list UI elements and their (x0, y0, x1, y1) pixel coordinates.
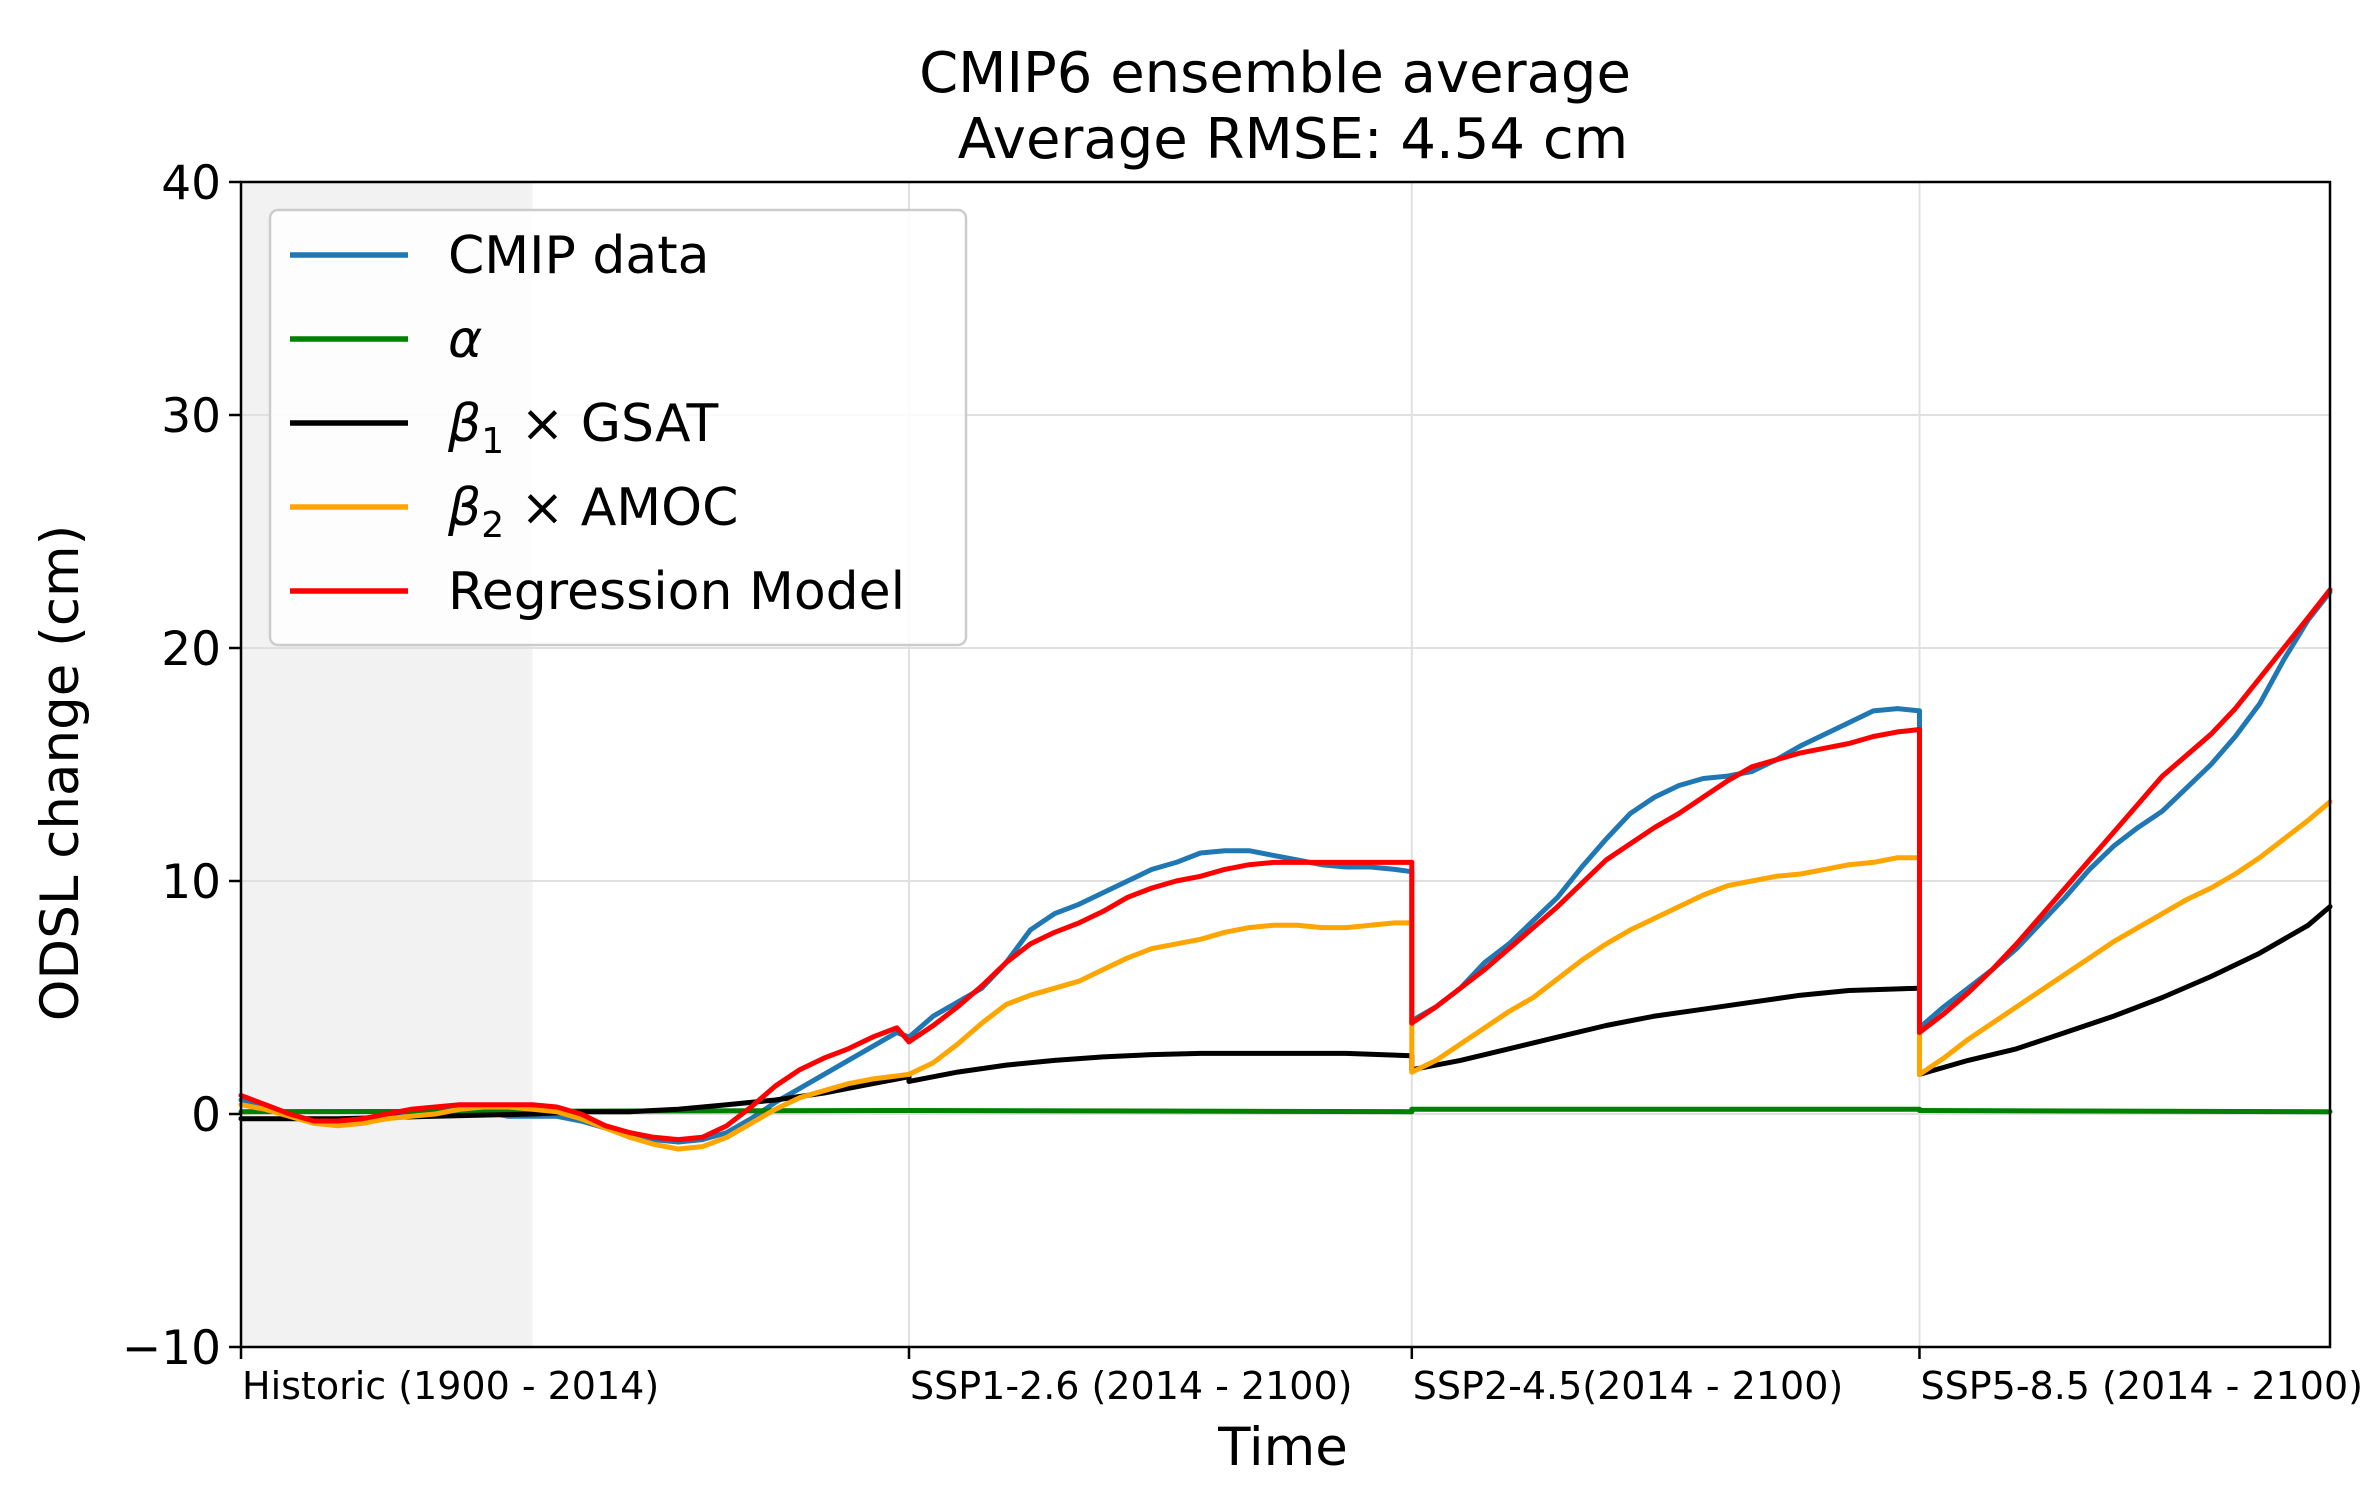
y-tick-label: 10 (161, 855, 221, 910)
series-amoc-line (1917, 799, 2333, 1077)
series-gsat-line (1409, 985, 1922, 1073)
legend-box (268, 208, 968, 647)
series-gsat-line (906, 1050, 1415, 1084)
y-tick-label: −10 (122, 1321, 221, 1376)
x-axis-label: Time (1217, 1417, 1348, 1478)
y-axis: −10 0 10 20 30 40 (122, 156, 241, 1376)
legend-label-alpha: α (448, 310, 482, 370)
series-alpha-line (906, 1108, 1415, 1115)
series-cmip-line (1917, 589, 2333, 1031)
y-tick-label: 0 (191, 1088, 221, 1143)
series-cmip-line (1409, 706, 1922, 1024)
x-axis: Historic (1900 - 2014) SSP1-2.6 (2014 - 2… (239, 1347, 2363, 1408)
series-alpha-line (1917, 1108, 2333, 1115)
legend-label-amoc: β2 × AMOC (447, 478, 738, 546)
series-regression (238, 587, 2333, 1143)
plot-frame (239, 180, 2332, 1349)
chart-title-line2: Average RMSE: 4.54 cm (958, 107, 1628, 172)
series-cmip (238, 589, 2333, 1145)
legend-label-regression: Regression Model (448, 562, 905, 622)
series-regression-line (1917, 587, 2333, 1035)
y-tick-label: 30 (161, 389, 221, 444)
series-cmip-line (906, 848, 1415, 1040)
x-period-label: SSP1-2.6 (2014 - 2100) (910, 1364, 1352, 1408)
series-regression-line (906, 859, 1415, 1045)
x-period-label: SSP2-4.5(2014 - 2100) (1413, 1364, 1843, 1408)
series-amoc-line (906, 920, 1415, 1077)
x-period-label: SSP5-8.5 (2014 - 2100) (1920, 1364, 2363, 1408)
chart-title-line1: CMIP6 ensemble average (919, 41, 1631, 106)
y-tick-label: 40 (161, 156, 221, 211)
series-amoc-line (238, 1071, 912, 1152)
series-gsat-line (1917, 904, 2333, 1077)
y-axis-label: ODSL change (cm) (30, 525, 91, 1022)
series-regression-line (1409, 727, 1922, 1026)
series-lines (238, 587, 2333, 1152)
series-amoc (238, 799, 2333, 1152)
series-gsat (238, 904, 2333, 1122)
legend-label-gsat: β1 × GSAT (447, 394, 719, 462)
series-alpha (238, 1106, 2333, 1115)
series-regression-line (238, 1025, 912, 1143)
legend-label-cmip: CMIP data (448, 226, 710, 286)
y-tick-label: 20 (161, 622, 221, 677)
legend: CMIP data α β1 × GSAT β2 × AMOC Regression M… (268, 208, 968, 647)
x-period-label: Historic (1900 - 2014) (242, 1364, 659, 1408)
series-amoc-line (1409, 855, 1922, 1075)
